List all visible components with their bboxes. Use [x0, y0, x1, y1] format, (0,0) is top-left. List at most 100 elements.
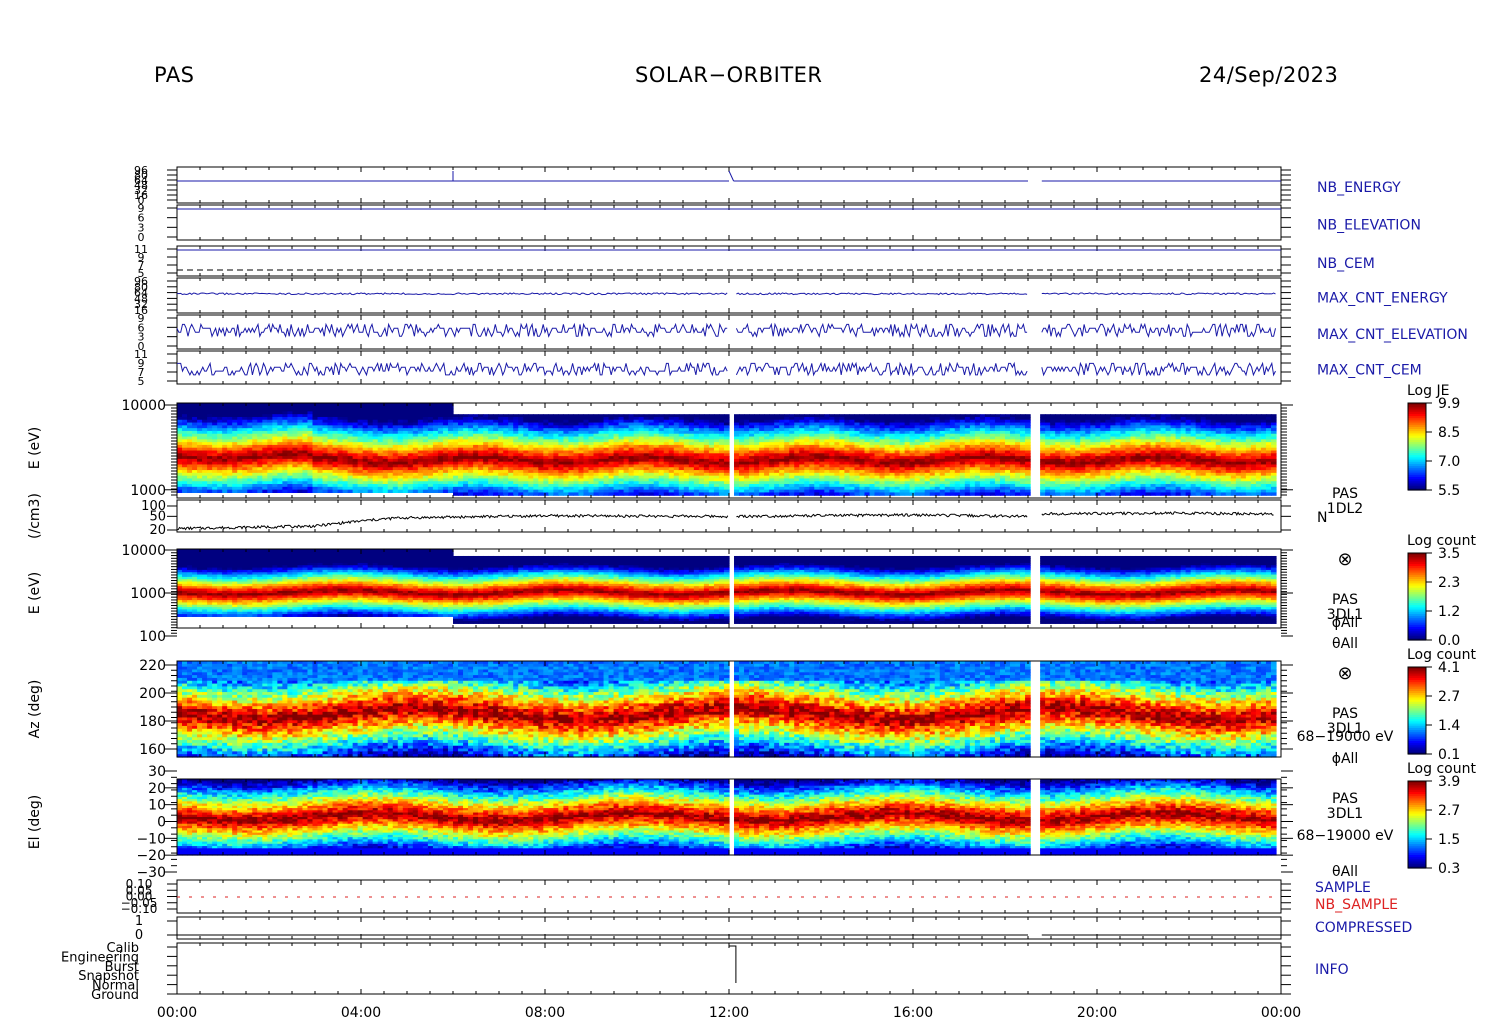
header-left-title: PAS	[154, 63, 195, 87]
info-label: INFO	[1315, 962, 1349, 978]
colorbar-tick-label-energy_1dl2: 7.0	[1438, 454, 1460, 470]
colorbar-azimuth	[1407, 666, 1432, 755]
density-tick-label: 50	[149, 509, 166, 524]
sample-tick-label: −0.10	[121, 902, 158, 916]
info-trace	[729, 945, 737, 983]
spectrogram-azimuth-right-label: 3DL1	[1327, 721, 1363, 737]
density-series-label: N	[1317, 510, 1327, 526]
sample-tick-label: −0.05	[121, 896, 158, 910]
spectrogram-elevation-right-label: 68−19000 eV	[1297, 828, 1394, 844]
colorbar-tick-label-energy_1dl2: 9.9	[1438, 396, 1460, 412]
colorbar-tick-label-elevation: 3.9	[1438, 774, 1460, 790]
time-axis-label: 08:00	[525, 1005, 565, 1020]
spectrogram-elevation-tick-label: −10	[136, 831, 166, 847]
panel-nb_energy-tick-label: 48	[134, 179, 148, 192]
info-state-label: Engineering	[61, 950, 139, 965]
spectrogram-azimuth-tick-label: 160	[139, 742, 166, 758]
panel-max_cnt_cem-tick-label: 11	[134, 348, 148, 361]
time-axis-label: 00:00	[157, 1005, 197, 1020]
colorbar-title-azimuth: Log count	[1407, 647, 1476, 663]
panel-nb_elevation-tick-label: 9	[138, 202, 145, 215]
time-axis-label: 00:00	[1261, 1005, 1301, 1020]
ylabel-elevation: El (deg)	[27, 795, 43, 850]
compressed-tick-label: 0	[135, 928, 143, 943]
panel-label-nb_cem: NB_CEM	[1317, 256, 1375, 272]
colorbar-frame	[1407, 552, 1427, 641]
colorbar-tick-label-azimuth: 2.7	[1438, 689, 1460, 705]
panel-nb_energy-tick-label: 96	[134, 164, 148, 177]
panel-label-max_cnt_energy: MAX_CNT_ENERGY	[1317, 291, 1448, 307]
ylabel-density: (/cm3)	[27, 493, 43, 539]
spectrogram-energy_3dl1-right-label: ⊗	[1337, 549, 1352, 570]
compressed-tick-label: 1	[135, 914, 143, 929]
spectrogram-energy_1dl2	[177, 403, 1277, 496]
panel-nb_energy-tick-label: 0	[138, 194, 145, 207]
spectrogram-azimuth-right-label: PAS	[1332, 706, 1358, 722]
header-center-title: SOLAR−ORBITER	[635, 63, 823, 87]
density-right-label: 1DL2	[1327, 501, 1363, 517]
spectrogram-elevation-right-label: 3DL1	[1327, 806, 1363, 822]
ylabel-energy-1dl2: E (eV)	[27, 427, 43, 469]
info-state-label: Snapshot	[78, 969, 139, 984]
colorbar-title-energy_3dl1: Log count	[1407, 533, 1476, 549]
colorbar-frame	[1407, 666, 1427, 755]
spectrogram-azimuth	[177, 661, 1277, 758]
spectrogram-elevation-tick-label: 0	[157, 815, 166, 831]
panel-label-max_cnt_elevation: MAX_CNT_ELEVATION	[1317, 327, 1468, 343]
spectrogram-energy_3dl1-right-label: ϕAll	[1332, 615, 1359, 631]
trace-max_cnt_energy	[176, 292, 1276, 296]
spectrogram-energy_3dl1-right-label: θAll	[1332, 636, 1358, 652]
density-trace	[177, 511, 1274, 531]
spectrogram-energy_3dl1-right-label: 3DL1	[1327, 607, 1363, 623]
colorbar-tick-label-energy_3dl1: 1.2	[1438, 604, 1460, 620]
spectrogram-energy_3dl1-tick-label: 100	[139, 629, 166, 645]
spectrogram-elevation-right-label: PAS	[1332, 791, 1358, 807]
trace-max_cnt_cem	[177, 361, 1276, 377]
spectrogram-azimuth-right-label: ⊗	[1337, 663, 1352, 684]
spectrogram-azimuth-right-label: ϕAll	[1332, 751, 1359, 767]
colorbar-tick-label-azimuth: 4.1	[1438, 660, 1460, 676]
panel-max_cnt_energy-tick-label: 16	[134, 304, 148, 317]
panel-max_cnt_elevation-tick-label: 6	[138, 321, 145, 334]
colorbar-tick-label-elevation: 0.3	[1438, 861, 1460, 877]
panel-nb_energy-tick-label: 64	[134, 174, 148, 187]
panel-max_cnt_energy-tick-label: 96	[134, 275, 148, 288]
time-axis-label: 16:00	[893, 1005, 933, 1020]
spectrogram-azimuth-tick-label: 200	[139, 686, 166, 702]
panel-nb_elevation-tick-label: 6	[138, 212, 145, 225]
panel-label-max_cnt_cem: MAX_CNT_CEM	[1317, 363, 1422, 379]
sample-label-0: SAMPLE	[1315, 880, 1371, 896]
spectrogram-energy_3dl1-right-label: PAS	[1332, 592, 1358, 608]
nb-energy-spike	[728, 170, 735, 182]
ylabel-azimuth: Az (deg)	[27, 680, 43, 739]
sample-label-1: NB_SAMPLE	[1315, 897, 1398, 913]
panel-max_cnt_elevation-tick-label: 0	[138, 340, 145, 353]
panel-nb_cem-tick-label: 7	[138, 259, 145, 272]
panel-nb_energy	[176, 166, 1282, 204]
compressed-label: COMPRESSED	[1315, 920, 1412, 936]
sample-tick-label: 0.10	[126, 877, 153, 891]
spectrogram-elevation-tick-label: 30	[148, 764, 166, 780]
spectrogram-elevation-tick-label: −20	[136, 848, 166, 864]
panel-nb_cem-tick-label: 9	[138, 251, 145, 264]
info-state-label: Normal	[92, 979, 139, 994]
panel-nb_elevation	[176, 204, 1282, 241]
panel-label-nb_elevation: NB_ELEVATION	[1317, 218, 1421, 234]
panel-nb_cem-tick-label: 11	[134, 243, 148, 256]
panel-nb_cem-tick-label: 5	[138, 267, 145, 280]
density-tick-label: 100	[141, 499, 166, 514]
spectrogram-azimuth-tick-label: 180	[139, 714, 166, 730]
spectrogram-elevation-right-label: θAll	[1332, 864, 1358, 880]
colorbar-tick-label-elevation: 1.5	[1438, 832, 1460, 848]
colorbar-tick-label-azimuth: 0.1	[1438, 747, 1460, 763]
spectrogram-elevation-tick-label: 10	[148, 798, 166, 814]
panel-nb_energy-tick-label: 32	[134, 184, 148, 197]
colorbar-elevation	[1407, 780, 1432, 869]
sample-tick-label: 0.00	[126, 890, 153, 904]
spectrogram-azimuth-right-label: 68−19000 eV	[1297, 729, 1394, 745]
colorbar-frame	[1407, 780, 1427, 869]
colorbar-tick-label-energy_3dl1: 2.3	[1438, 575, 1460, 591]
colorbar-tick-label-energy_1dl2: 8.5	[1438, 425, 1460, 441]
info-state-label: Calib	[106, 941, 139, 956]
